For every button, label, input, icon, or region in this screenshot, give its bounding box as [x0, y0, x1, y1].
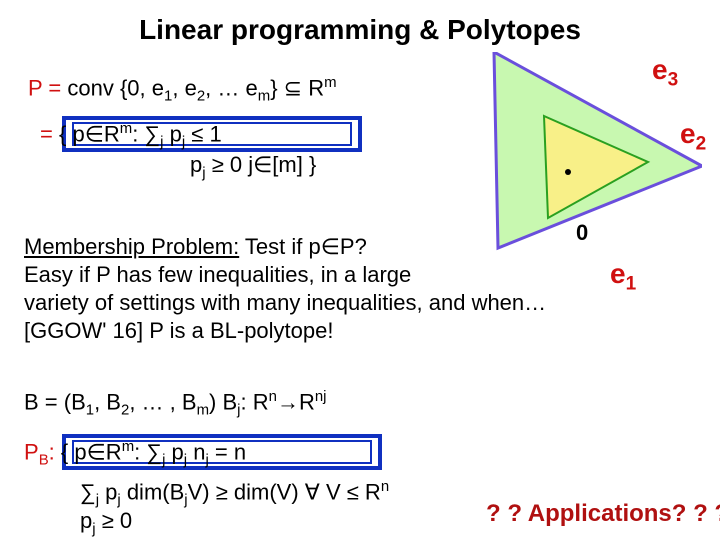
line-eq-set: = { p∈Rm: ∑j pj ≤ 1: [40, 120, 222, 151]
in-sym: ∈: [85, 121, 104, 146]
membership-line1: Membership Problem: Test if p∈P?: [24, 234, 367, 260]
e3-e: e: [652, 54, 668, 85]
pb-sum: ∑: [146, 439, 162, 464]
sum-p: p: [163, 121, 181, 146]
p-eq: P =: [28, 75, 61, 100]
membership-line2: Easy if P has few inequalities, in a lar…: [24, 262, 411, 288]
label-e2: e2: [680, 118, 706, 156]
b-c: , … , B: [129, 389, 196, 414]
dim-tail: V ≤ R: [320, 479, 381, 504]
pb-in: ∈: [87, 439, 106, 464]
dim-dim1: dim(B: [121, 479, 185, 504]
b-a: B = (B: [24, 389, 86, 414]
conv-s2: 2: [197, 88, 205, 105]
membership-underline: Membership Problem:: [24, 234, 239, 259]
e1-e: e: [610, 258, 626, 289]
subset-symbol: ⊆: [284, 75, 302, 100]
dim-supn: n: [381, 478, 389, 495]
pj-in: ∈: [253, 152, 272, 177]
pb-sep: :: [134, 439, 146, 464]
sum-le1: ≤ 1: [185, 121, 222, 146]
label-e3: e3: [652, 54, 678, 92]
pj-ge: ≥ 0 j: [206, 152, 254, 177]
pb-sp: p: [165, 439, 183, 464]
dim-sum: ∑: [80, 479, 96, 504]
b-d: ) B: [209, 389, 237, 414]
pb-line: PB: { p∈Rm: ∑j pj nj = n: [24, 438, 246, 469]
set-colon: :: [132, 121, 144, 146]
sum-sym: ∑: [144, 121, 160, 146]
b-def-line: B = (B1, B2, … , Bm) Bj: Rn→Rnj: [24, 388, 326, 419]
pb-R: R: [106, 439, 122, 464]
pj-mset: [m] }: [272, 152, 316, 177]
pb-eq: = n: [209, 439, 246, 464]
pb-sn: n: [187, 439, 205, 464]
pj-p: p: [190, 152, 202, 177]
conv-word: conv {0, e: [67, 75, 164, 100]
b-arrow: →: [277, 389, 299, 414]
label-e1: e1: [610, 258, 636, 296]
e1-sub: 1: [626, 274, 637, 295]
conv-Rm: m: [324, 74, 336, 91]
e2-e: e: [680, 118, 696, 149]
conv-close: }: [270, 75, 283, 100]
conv-sep1: , e: [172, 75, 196, 100]
dim-sp: p: [99, 479, 117, 504]
b-sm: m: [197, 402, 209, 419]
conv-sep2: , … e: [205, 75, 258, 100]
pb-open: { p: [61, 439, 87, 464]
dim-dim1b: V) ≥ dim(V): [188, 479, 305, 504]
pj-ge0-line: pj ≥ 0: [80, 508, 132, 537]
membership-line3: variety of settings with many inequaliti…: [24, 290, 546, 316]
membership-rest: Test if p: [239, 234, 321, 259]
b-e: : R: [240, 389, 268, 414]
b-sn: n: [269, 388, 277, 405]
b-b: , B: [94, 389, 121, 414]
conv-sm: m: [258, 88, 270, 105]
forall-sym: ∀: [305, 479, 320, 504]
pb-label: P: [24, 439, 39, 464]
dim-line: ∑j pj dim(BjV) ≥ dim(V) ∀ V ≤ Rn: [80, 478, 389, 509]
pj2-ge: ≥ 0: [96, 508, 133, 533]
e3-sub: 3: [668, 70, 679, 91]
pb-colon: :: [49, 439, 55, 464]
membership-pq: P?: [340, 234, 367, 259]
set-Rm: m: [120, 120, 132, 137]
label-zero: 0: [576, 220, 588, 246]
line-pj-ge0: pj ≥ 0 j∈[m] }: [190, 152, 316, 181]
eq-sign: =: [40, 121, 53, 146]
set-open2: { p: [59, 121, 85, 146]
e2-sub: 2: [696, 134, 707, 155]
membership-line4: [GGOW' 16] P is a BL-polytope!: [24, 318, 333, 344]
set-R: R: [104, 121, 120, 146]
pb-Rm: m: [122, 438, 134, 455]
conv-R: R: [302, 75, 324, 100]
b-f: R: [299, 389, 315, 414]
membership-in: ∈: [321, 234, 340, 259]
line-p-conv: P = conv {0, e1, e2, … em} ⊆ Rm: [28, 74, 337, 105]
pb-labelsub: B: [39, 452, 49, 469]
b-snj: nj: [315, 388, 327, 405]
origin-dot: [565, 169, 571, 175]
applications-text: ? ? Applications? ? ?: [486, 500, 720, 528]
b-s1: 1: [86, 402, 94, 419]
slide-title: Linear programming & Polytopes: [0, 14, 720, 46]
pj2-p: p: [80, 508, 92, 533]
